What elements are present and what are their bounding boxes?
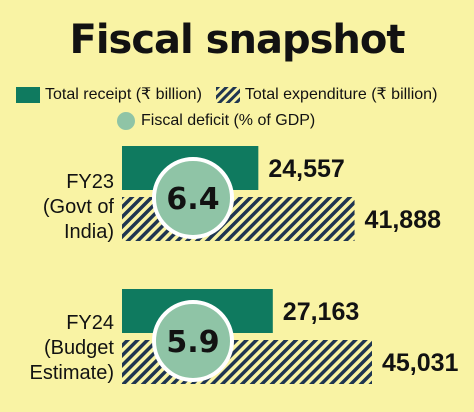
legend-swatch-deficit	[117, 112, 135, 130]
value-label-deficit-fy23: 6.4	[166, 182, 219, 217]
legend-swatch-expenditure	[215, 87, 240, 103]
value-label-expenditure-fy23: 41,888	[365, 206, 442, 234]
legend-row-1: Total receipt (₹ billion) Total expendit…	[16, 85, 437, 105]
deficit-circle-fy24	[152, 300, 234, 382]
category-label-fy24-line-2: (Budget	[43, 337, 114, 359]
legend-label-expenditure: Total expenditure (₹ billion)	[244, 86, 438, 103]
category-label-fy23-line-2: (Govt of	[42, 196, 114, 218]
value-label-receipt-fy23: 24,557	[268, 155, 344, 183]
deficit-circle-fy23	[152, 157, 234, 239]
category-label-fy24-line-1: FY24	[66, 312, 114, 334]
legend-label-receipt: Total receipt (₹ billion)	[45, 86, 202, 103]
value-label-receipt-fy24: 27,163	[283, 298, 359, 326]
category-label-fy24-line-3: Estimate)	[29, 362, 114, 384]
value-label-deficit-fy24: 5.9	[166, 325, 219, 360]
category-label-fy23-line-3: India)	[63, 221, 114, 243]
category-label-fy23-line-1: FY23	[66, 171, 114, 193]
chart-title: Fiscal snapshot	[69, 17, 406, 63]
category-label-fy23: FY23 (Govt of India)	[0, 170, 114, 245]
category-label-fy24: FY24 (Budget Estimate)	[0, 311, 114, 386]
legend-row-2: Fiscal deficit (% of GDP)	[117, 111, 315, 131]
value-label-expenditure-fy24: 45,031	[382, 349, 459, 377]
legend-label-deficit: Fiscal deficit (% of GDP)	[141, 112, 316, 129]
legend-swatch-receipt	[16, 87, 40, 103]
